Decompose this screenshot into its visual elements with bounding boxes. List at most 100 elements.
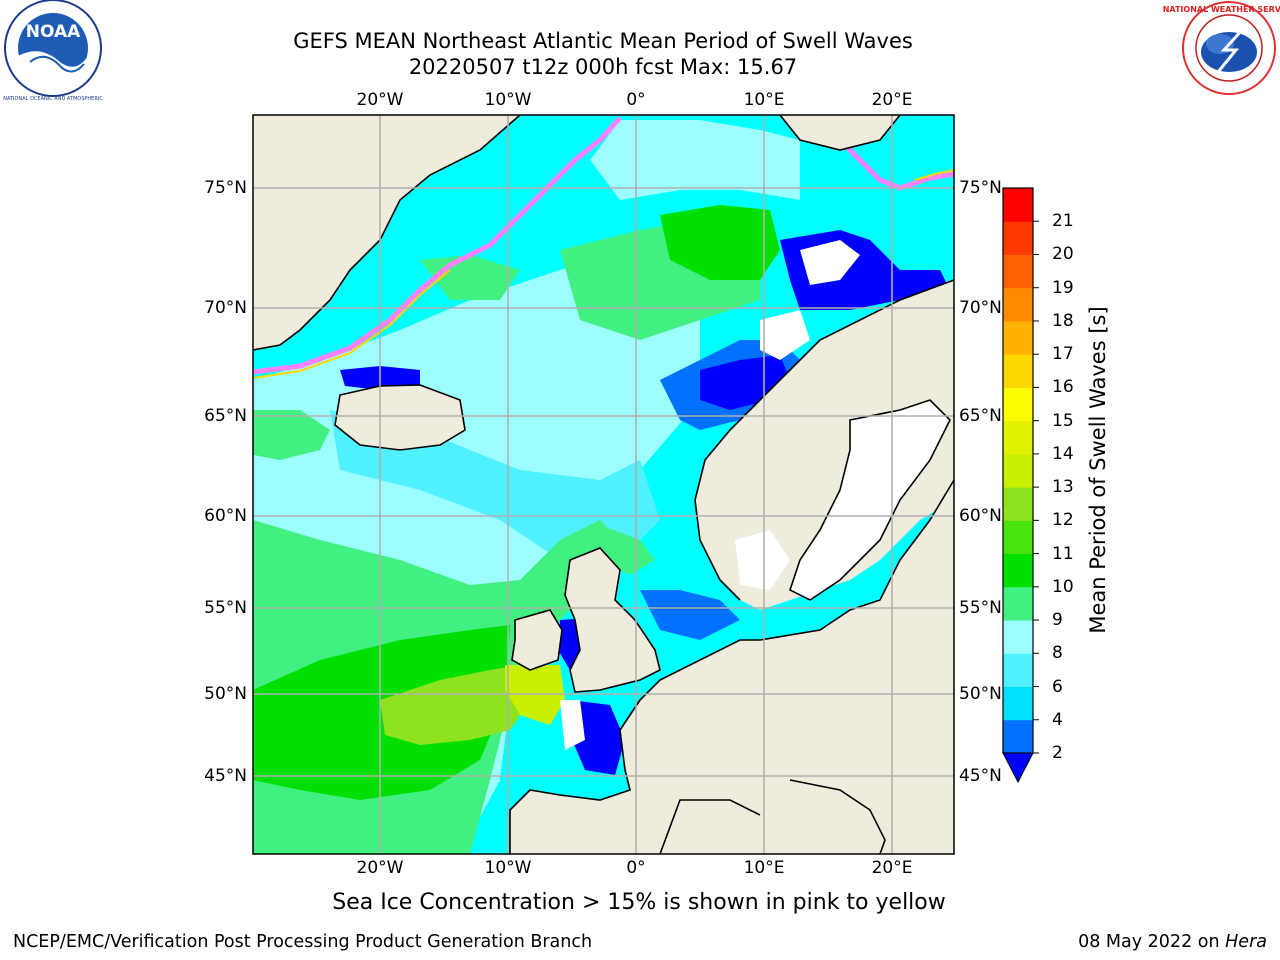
sea-ice-caption: Sea Ice Concentration > 15% is shown in … bbox=[332, 890, 946, 915]
land-ireland bbox=[512, 610, 562, 670]
swell-yellow-channel bbox=[505, 665, 565, 725]
coastline-med bbox=[659, 779, 886, 854]
lon-tick-top-10e: 10°E bbox=[743, 90, 785, 110]
coastline-ireland bbox=[511, 609, 563, 671]
noaa-logo-text: NOAA bbox=[26, 22, 81, 42]
land-baltic-east bbox=[510, 480, 954, 854]
lat-tick-right-55n: 55°N bbox=[959, 598, 1002, 618]
colorbar-segment bbox=[1003, 387, 1033, 422]
footer-host: Hera bbox=[1225, 932, 1267, 952]
colorbar-tick-label: 21 bbox=[1052, 211, 1074, 232]
lat-tick-right-75n: 75°N bbox=[959, 178, 1002, 198]
lat-tick-left-50n: 50°N bbox=[204, 684, 247, 704]
footer-date: 08 May 2022 on Hera bbox=[1078, 932, 1267, 952]
swell-light-cyan-arctic bbox=[590, 120, 800, 200]
footer-date-text: 08 May 2022 on bbox=[1078, 932, 1226, 952]
inland-water bbox=[560, 240, 950, 750]
colorbar-tick-label: 10 bbox=[1052, 576, 1074, 597]
colorbar-segment bbox=[1003, 487, 1033, 521]
land-iceland bbox=[335, 385, 465, 450]
lat-tick-right-60n: 60°N bbox=[959, 506, 1002, 526]
swell-period-field bbox=[253, 120, 950, 854]
chart-title-line1: GEFS MEAN Northeast Atlantic Mean Period… bbox=[293, 29, 913, 53]
colorbar-tick-label: 9 bbox=[1052, 610, 1063, 631]
colorbar-segment bbox=[1003, 553, 1033, 588]
coastline-baltic bbox=[789, 399, 951, 601]
baltic-sea bbox=[790, 400, 950, 600]
colorbar bbox=[1003, 188, 1039, 754]
colorbar-tick-label: 15 bbox=[1052, 410, 1074, 431]
land-masses bbox=[253, 115, 954, 854]
coastline-continent bbox=[509, 479, 954, 854]
white-patch-norway-north bbox=[800, 240, 860, 285]
colorbar-tick-label: 13 bbox=[1052, 477, 1074, 498]
lon-tick-bottom-10e: 10°E bbox=[743, 858, 785, 878]
coastline-greenland bbox=[253, 115, 521, 351]
coastlines bbox=[253, 115, 954, 854]
land-greenland bbox=[253, 115, 520, 350]
coastline-svalbard bbox=[779, 115, 901, 151]
lat-tick-left-45n: 45°N bbox=[204, 766, 247, 786]
colorbar-segment bbox=[1003, 354, 1033, 388]
colorbar-tick-label: 4 bbox=[1052, 709, 1063, 730]
colorbar-tick-label: 11 bbox=[1052, 543, 1074, 564]
colorbar-tick-label: 17 bbox=[1052, 344, 1074, 365]
colorbar-tick-label: 16 bbox=[1052, 377, 1074, 398]
lat-tick-right-70n: 70°N bbox=[959, 298, 1002, 318]
lat-tick-left-65n: 65°N bbox=[204, 406, 247, 426]
swell-yellow-green-biscay bbox=[380, 665, 530, 745]
lon-tick-top-20e: 20°E bbox=[871, 90, 913, 110]
graticule bbox=[253, 115, 954, 854]
colorbar-label: Mean Period of Swell Waves [s] bbox=[1086, 306, 1110, 634]
colorbar-segment bbox=[1003, 188, 1033, 222]
colorbar-tick-label: 14 bbox=[1052, 443, 1074, 464]
nws-logo-ring-text: NATIONAL WEATHER SERVICE bbox=[1163, 5, 1280, 14]
swell-green-iceland-sw bbox=[253, 410, 330, 460]
lat-tick-left-75n: 75°N bbox=[204, 178, 247, 198]
lat-tick-right-45n: 45°N bbox=[959, 766, 1002, 786]
lon-tick-bottom-0: 0° bbox=[626, 858, 646, 878]
land-corsica-sardinia bbox=[752, 815, 770, 854]
lon-tick-top-20w: 20°W bbox=[356, 90, 404, 110]
swell-bright-green-atlantic bbox=[253, 625, 510, 800]
colorbar-segment bbox=[1003, 453, 1033, 488]
land-scandinavia bbox=[695, 280, 954, 610]
colorbar-segment bbox=[1003, 287, 1033, 322]
map-panel bbox=[253, 115, 954, 854]
colorbar-segment bbox=[1003, 653, 1033, 688]
colorbar-segment bbox=[1003, 320, 1033, 355]
colorbar-segment bbox=[1003, 254, 1033, 289]
sea-ice-edge-greenland-yellow bbox=[253, 269, 451, 379]
colorbar-segment bbox=[1003, 719, 1033, 754]
coastline-iceland bbox=[334, 384, 466, 451]
white-patch-norway-mid bbox=[760, 310, 810, 360]
lat-tick-left-55n: 55°N bbox=[204, 598, 247, 618]
colorbar-segment bbox=[1003, 221, 1033, 255]
nws-logo: NATIONAL WEATHER SERVICE bbox=[1163, 1, 1280, 95]
coastline-great-britain bbox=[564, 547, 661, 693]
colorbar-tick-label: 18 bbox=[1052, 310, 1074, 331]
lon-tick-bottom-10w: 10°W bbox=[484, 858, 532, 878]
chart-title-line2: 20220507 t12z 000h fcst Max: 15.67 bbox=[408, 55, 798, 79]
white-patch-channel bbox=[560, 700, 585, 750]
lat-tick-left-70n: 70°N bbox=[204, 298, 247, 318]
coastline-scandinavia bbox=[694, 279, 954, 601]
noaa-logo: NOAA bbox=[4, 0, 102, 97]
colorbar-tick-label: 12 bbox=[1052, 510, 1074, 531]
colorbar-tick-label: 2 bbox=[1052, 743, 1063, 763]
swell-deep-blue-biscay bbox=[570, 700, 625, 775]
lon-tick-bottom-20w: 20°W bbox=[356, 858, 404, 878]
colorbar-tick-label: 6 bbox=[1052, 676, 1063, 697]
swell-blue-north-sea-south bbox=[640, 590, 740, 640]
lon-tick-top-10w: 10°W bbox=[484, 90, 532, 110]
lat-tick-left-60n: 60°N bbox=[204, 506, 247, 526]
sea-ice-edge-svalbard-yellow bbox=[914, 169, 954, 181]
noaa-logo-ring-text: NATIONAL OCEANIC AND ATMOSPHERIC ADMINIS… bbox=[3, 96, 103, 102]
colorbar-segment bbox=[1003, 520, 1033, 555]
lon-tick-top-0: 0° bbox=[626, 90, 646, 110]
colorbar-frame bbox=[1002, 187, 1034, 754]
land-svalbard bbox=[780, 115, 900, 150]
colorbar-tick-label: 8 bbox=[1052, 643, 1063, 664]
colorbar-tick-labels: 2 4 6 8 9 10 11 12 13 14 15 16 17 18 19 20 21 bbox=[1042, 0, 1102, 800]
